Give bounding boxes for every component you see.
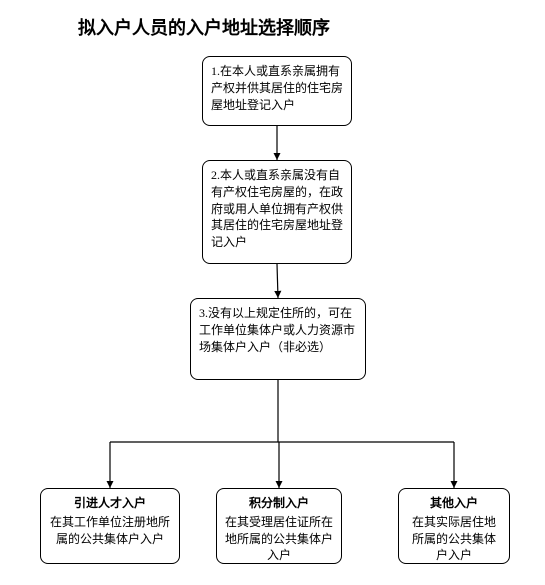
flow-node-talent-body: 在其工作单位注册地所属的公共集体户入户 (49, 514, 171, 548)
flow-node-other-title: 其他入户 (407, 495, 501, 512)
flow-node-1-text: 1.在本人或直系亲属拥有产权并供其居住的住宅房屋地址登记入户 (211, 64, 343, 112)
flow-node-points: 积分制入户 在其受理居住证所在地所属的公共集体户入户 (216, 488, 342, 564)
flow-node-3: 3.没有以上规定住所的，可在工作单位集体户或人力资源市场集体户入户（非必选） (190, 298, 366, 380)
flow-node-points-title: 积分制入户 (225, 495, 333, 512)
flow-node-other: 其他入户 在其实际居住地所属的公共集体户入户 (398, 488, 510, 564)
flow-node-other-body: 在其实际居住地所属的公共集体户入户 (407, 514, 501, 564)
flow-node-3-text: 3.没有以上规定住所的，可在工作单位集体户或人力资源市场集体户入户（非必选） (199, 306, 355, 354)
flow-node-2: 2.本人或直系亲属没有自有产权住宅房屋的，在政府或用人单位拥有产权供其居住的住宅… (202, 160, 352, 264)
flow-node-1: 1.在本人或直系亲属拥有产权并供其居住的住宅房屋地址登记入户 (202, 56, 352, 126)
flow-node-points-body: 在其受理居住证所在地所属的公共集体户入户 (225, 514, 333, 564)
flow-node-talent: 引进人才入户 在其工作单位注册地所属的公共集体户入户 (40, 488, 180, 564)
page-title: 拟入户人员的入户地址选择顺序 (78, 14, 330, 40)
flow-node-talent-title: 引进人才入户 (49, 495, 171, 512)
flow-node-2-text: 2.本人或直系亲属没有自有产权住宅房屋的，在政府或用人单位拥有产权供其居住的住宅… (211, 168, 343, 249)
